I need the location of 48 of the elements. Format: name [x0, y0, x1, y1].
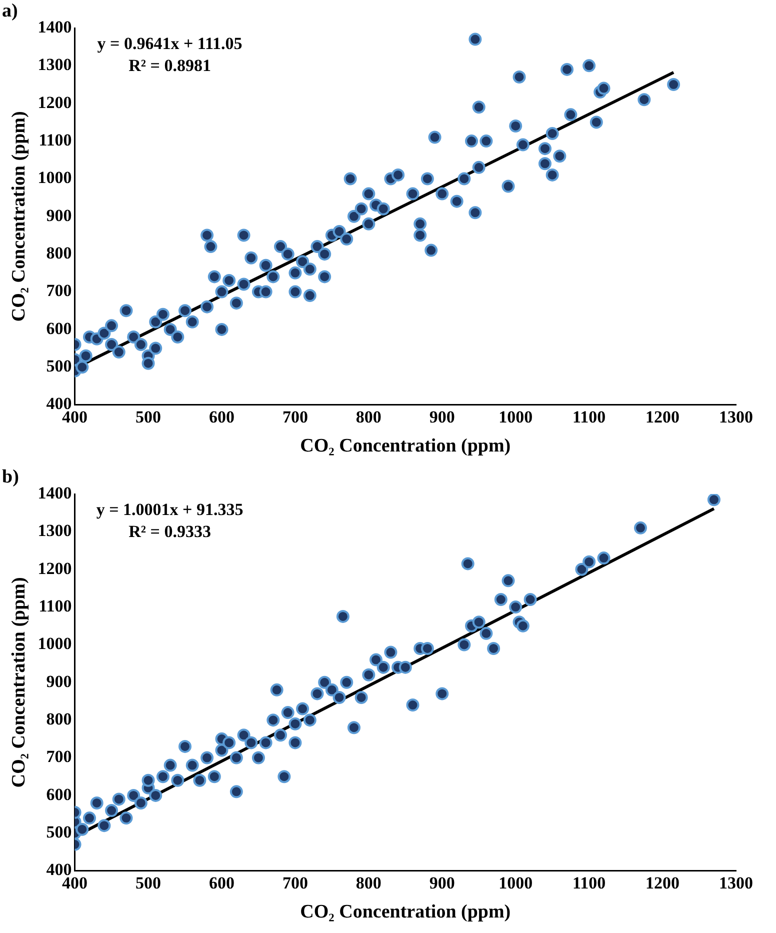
y-tick-label: 800	[46, 243, 72, 262]
x-tick-label: 900	[429, 407, 455, 426]
x-tick-label: 600	[208, 873, 234, 892]
x-tick-label: 1000	[498, 407, 533, 426]
x-tick-label: 900	[429, 873, 455, 892]
x-tick-label: 600	[208, 407, 234, 426]
y-tick-label: 1300	[38, 55, 72, 74]
y-tick-label: 1300	[38, 521, 72, 540]
x-tick-label: 500	[136, 407, 162, 426]
y-axis-title: CO₂ Concentration (ppm)	[8, 111, 30, 322]
x-tick-label: 800	[356, 873, 382, 892]
text: b)	[2, 466, 19, 488]
x-tick-label: 1100	[572, 407, 606, 426]
y-tick-label: 1100	[38, 130, 72, 150]
text: a)	[2, 0, 18, 22]
y-tick-label: 500	[46, 356, 72, 376]
y-tick-label: 800	[46, 709, 72, 728]
y-tick-label: 700	[46, 281, 72, 300]
y-tick-label: 900	[46, 672, 72, 691]
x-tick-label: 700	[282, 407, 308, 426]
y-tick-label: 500	[46, 822, 72, 842]
x-tick-label: 1300	[719, 407, 753, 426]
y-tick-label: 600	[46, 784, 72, 804]
x-tick-label: 1000	[498, 873, 533, 892]
annotation: R² = 0.8981	[128, 56, 211, 75]
x-tick-label: 1200	[646, 873, 680, 892]
y-tick-label: 1000	[38, 168, 72, 188]
y-tick-label: 700	[46, 747, 72, 766]
x-tick-label: 800	[356, 407, 382, 426]
annotation: R² = 0.9333	[128, 522, 211, 541]
x-tick-label: 1300	[719, 873, 753, 892]
y-tick-label: 1000	[38, 634, 72, 654]
y-tick-label: 1400	[38, 17, 72, 36]
annotation: y = 1.0001x + 91.335	[96, 500, 244, 519]
x-tick-label: 700	[282, 873, 308, 892]
y-tick-label: 1200	[38, 558, 72, 578]
y-axis-title: CO₂ Concentration (ppm)	[8, 577, 30, 788]
x-tick-label: 500	[136, 873, 162, 892]
x-tick-label: 1100	[572, 873, 606, 892]
y-tick-label: 1100	[38, 596, 72, 616]
y-tick-label: 600	[46, 318, 72, 338]
y-tick-label: 1200	[38, 92, 72, 112]
y-tick-label: 1400	[38, 483, 72, 502]
annotation: y = 0.9641x + 111.05	[97, 34, 242, 53]
y-tick-label: 900	[46, 206, 72, 225]
x-tick-label: 1200	[646, 407, 680, 426]
x-axis-title: CO₂ Concentration (ppm)	[300, 902, 511, 923]
x-axis-title: CO₂ Concentration (ppm)	[300, 436, 511, 457]
